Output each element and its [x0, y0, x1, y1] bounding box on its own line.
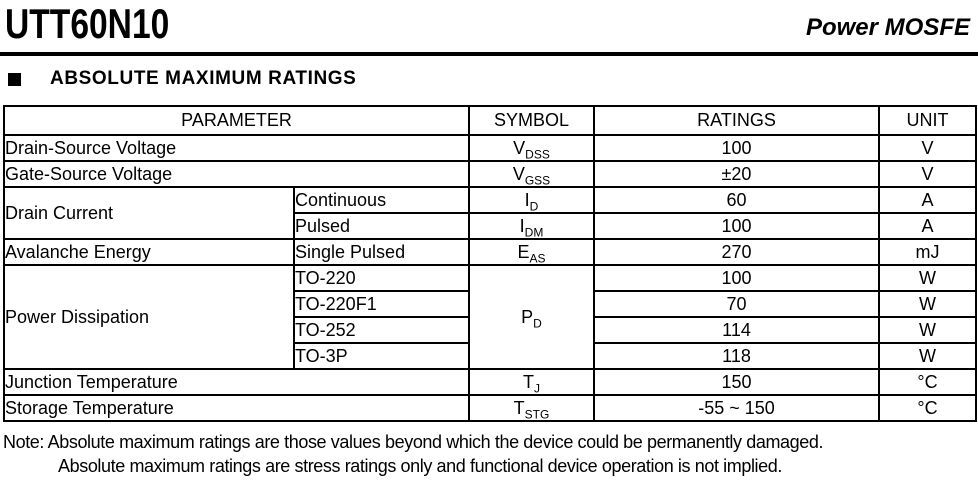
col-header-parameter: PARAMETER — [3, 105, 470, 136]
table-row: Pulsed IDM 100 A — [4, 212, 977, 240]
parameter-cell: Drain Current — [3, 186, 295, 240]
rating-cell: ±20 — [593, 160, 880, 188]
parameter-cell: Power Dissipation — [3, 264, 295, 370]
parameter-cell: Gate-Source Voltage — [3, 160, 470, 188]
symbol-subscript: STG — [524, 407, 550, 421]
symbol-base: V — [512, 163, 525, 184]
symbol-cell: TSTG — [468, 394, 595, 422]
table-row: Power Dissipation TO-220 PD 100 W — [3, 264, 977, 370]
symbol-base: P — [521, 306, 534, 327]
col-header-ratings: RATINGS — [593, 105, 880, 136]
parameter-cell: Storage Temperature — [3, 394, 470, 422]
col-header-symbol: SYMBOL — [468, 105, 595, 136]
unit-cell: V — [878, 134, 977, 162]
symbol-cell: PD — [468, 264, 595, 370]
symbol-cell: TJ — [468, 368, 595, 396]
symbol-subscript: J — [534, 381, 540, 395]
condition-cell: TO-220 — [293, 264, 470, 292]
unit-cell: W — [878, 290, 977, 318]
table-row: Gate-Source Voltage VGSS ±20 V — [3, 160, 977, 188]
parameter-cell: Junction Temperature — [3, 368, 470, 396]
symbol-base: V — [513, 137, 526, 158]
condition-cell: Single Pulsed — [293, 238, 470, 266]
unit-cell: °C — [878, 394, 977, 422]
rating-cell: 114 — [593, 316, 880, 344]
symbol-subscript: DM — [524, 225, 544, 239]
symbol-subscript: AS — [529, 251, 546, 265]
table-row: TO-3P 118 W — [4, 342, 977, 370]
unit-cell: A — [878, 186, 977, 214]
parameter-cell: Avalanche Energy — [3, 238, 295, 266]
symbol-base: T — [523, 371, 534, 392]
rating-cell: 100 — [593, 212, 880, 240]
unit-cell: V — [878, 160, 977, 188]
rating-cell: 100 — [593, 134, 880, 162]
square-bullet-icon — [8, 72, 21, 86]
table-header-row: PARAMETER SYMBOL RATINGS UNIT — [3, 105, 977, 136]
section-title: ABSOLUTE MAXIMUM RATINGS — [50, 68, 357, 89]
note-line-1: Note: Absolute maximum ratings are those… — [3, 432, 824, 452]
symbol-cell: EAS — [468, 238, 595, 266]
unit-cell: A — [878, 212, 977, 240]
parameter-cell: Drain-Source Voltage — [3, 134, 470, 162]
rating-cell: 70 — [593, 290, 880, 318]
condition-cell: TO-252 — [293, 316, 470, 344]
note-block: Note: Absolute maximum ratings are those… — [3, 430, 823, 478]
unit-cell: W — [878, 316, 977, 344]
condition-cell: Pulsed — [293, 212, 470, 240]
rating-cell: 270 — [593, 238, 880, 266]
symbol-cell: IDM — [468, 212, 595, 240]
rating-cell: 150 — [593, 368, 880, 396]
symbol-subscript: D — [529, 199, 539, 213]
symbol-base: I — [519, 215, 525, 236]
part-number-title: UTT60N10 — [5, 0, 170, 47]
rating-cell: 60 — [593, 186, 880, 214]
condition-cell: TO-220F1 — [293, 290, 470, 318]
symbol-base: I — [524, 189, 530, 210]
note-line-2: Absolute maximum ratings are stress rati… — [58, 456, 782, 476]
table-row: Drain Current Continuous ID 60 A — [3, 186, 977, 240]
header-divider-rule — [0, 52, 978, 56]
symbol-cell: VDSS — [468, 134, 595, 162]
condition-cell: Continuous — [293, 186, 470, 214]
condition-cell: TO-3P — [293, 342, 470, 370]
symbol-base: T — [513, 397, 525, 418]
table-row: TO-252 114 W — [4, 316, 977, 344]
section-heading: ABSOLUTE MAXIMUM RATINGS — [8, 68, 356, 90]
table-row: TO-220F1 70 W — [4, 290, 977, 318]
table-row: Junction Temperature TJ 150 °C — [3, 368, 977, 396]
symbol-subscript: GSS — [524, 173, 551, 187]
col-header-unit: UNIT — [878, 105, 977, 136]
table-row: Storage Temperature TSTG -55 ~ 150 °C — [3, 394, 977, 422]
doc-type-label: Power MOSFE — [805, 14, 970, 41]
unit-cell: W — [878, 264, 977, 292]
symbol-base: E — [517, 241, 530, 262]
table-row: Drain-Source Voltage VDSS 100 V — [3, 134, 977, 162]
symbol-subscript: D — [533, 316, 542, 331]
rating-cell: -55 ~ 150 — [593, 394, 880, 422]
unit-cell: mJ — [878, 238, 977, 266]
absolute-maximum-ratings-table: PARAMETER SYMBOL RATINGS UNIT Drain-Sour… — [3, 105, 977, 422]
symbol-subscript: DSS — [525, 147, 550, 161]
symbol-cell: ID — [468, 186, 595, 214]
unit-cell: W — [878, 342, 977, 370]
unit-cell: °C — [878, 368, 977, 396]
rating-cell: 100 — [593, 264, 880, 292]
table-row: Avalanche Energy Single Pulsed EAS 270 m… — [3, 238, 977, 266]
rating-cell: 118 — [593, 342, 880, 370]
symbol-cell: VGSS — [468, 160, 595, 188]
